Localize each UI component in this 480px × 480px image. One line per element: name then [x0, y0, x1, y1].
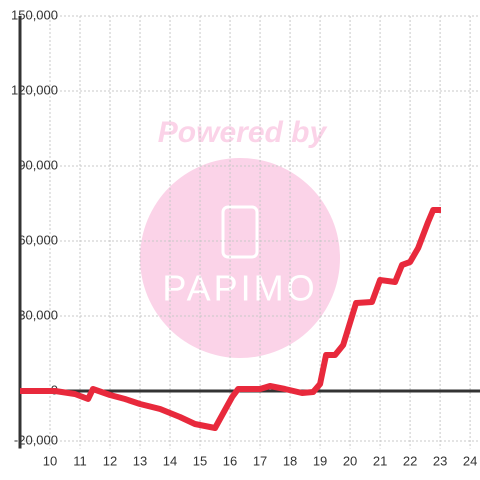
- x-tick-label: 14: [163, 453, 177, 468]
- y-tick-label: -20,000: [14, 432, 58, 447]
- data-line: [20, 207, 441, 431]
- x-tick-label: 17: [253, 453, 267, 468]
- y-tick-label: 60,000: [18, 232, 58, 247]
- x-tick-label: 13: [133, 453, 147, 468]
- y-tick-label: 90,000: [18, 157, 58, 172]
- x-tick-label: 20: [343, 453, 357, 468]
- x-tick-label: 11: [73, 453, 87, 468]
- x-tick-label: 18: [283, 453, 297, 468]
- watermark-brand: PAPIMO: [162, 268, 317, 309]
- watermark-phone: [221, 205, 259, 259]
- x-tick-label: 10: [43, 453, 57, 468]
- x-tick-label: 16: [223, 453, 237, 468]
- x-tick-label: 22: [403, 453, 417, 468]
- y-tick-label: 120,000: [11, 82, 58, 97]
- y-tick-label: 30,000: [18, 307, 58, 322]
- y-tick-label: 150,000: [11, 7, 58, 22]
- x-tick-label: 19: [313, 453, 327, 468]
- x-tick-label: 23: [433, 453, 447, 468]
- watermark-title: Powered by: [158, 116, 328, 149]
- x-tick-label: 12: [103, 453, 117, 468]
- x-tick-label: 15: [193, 453, 207, 468]
- x-tick-label: 21: [373, 453, 387, 468]
- x-tick-label: 24: [463, 453, 477, 468]
